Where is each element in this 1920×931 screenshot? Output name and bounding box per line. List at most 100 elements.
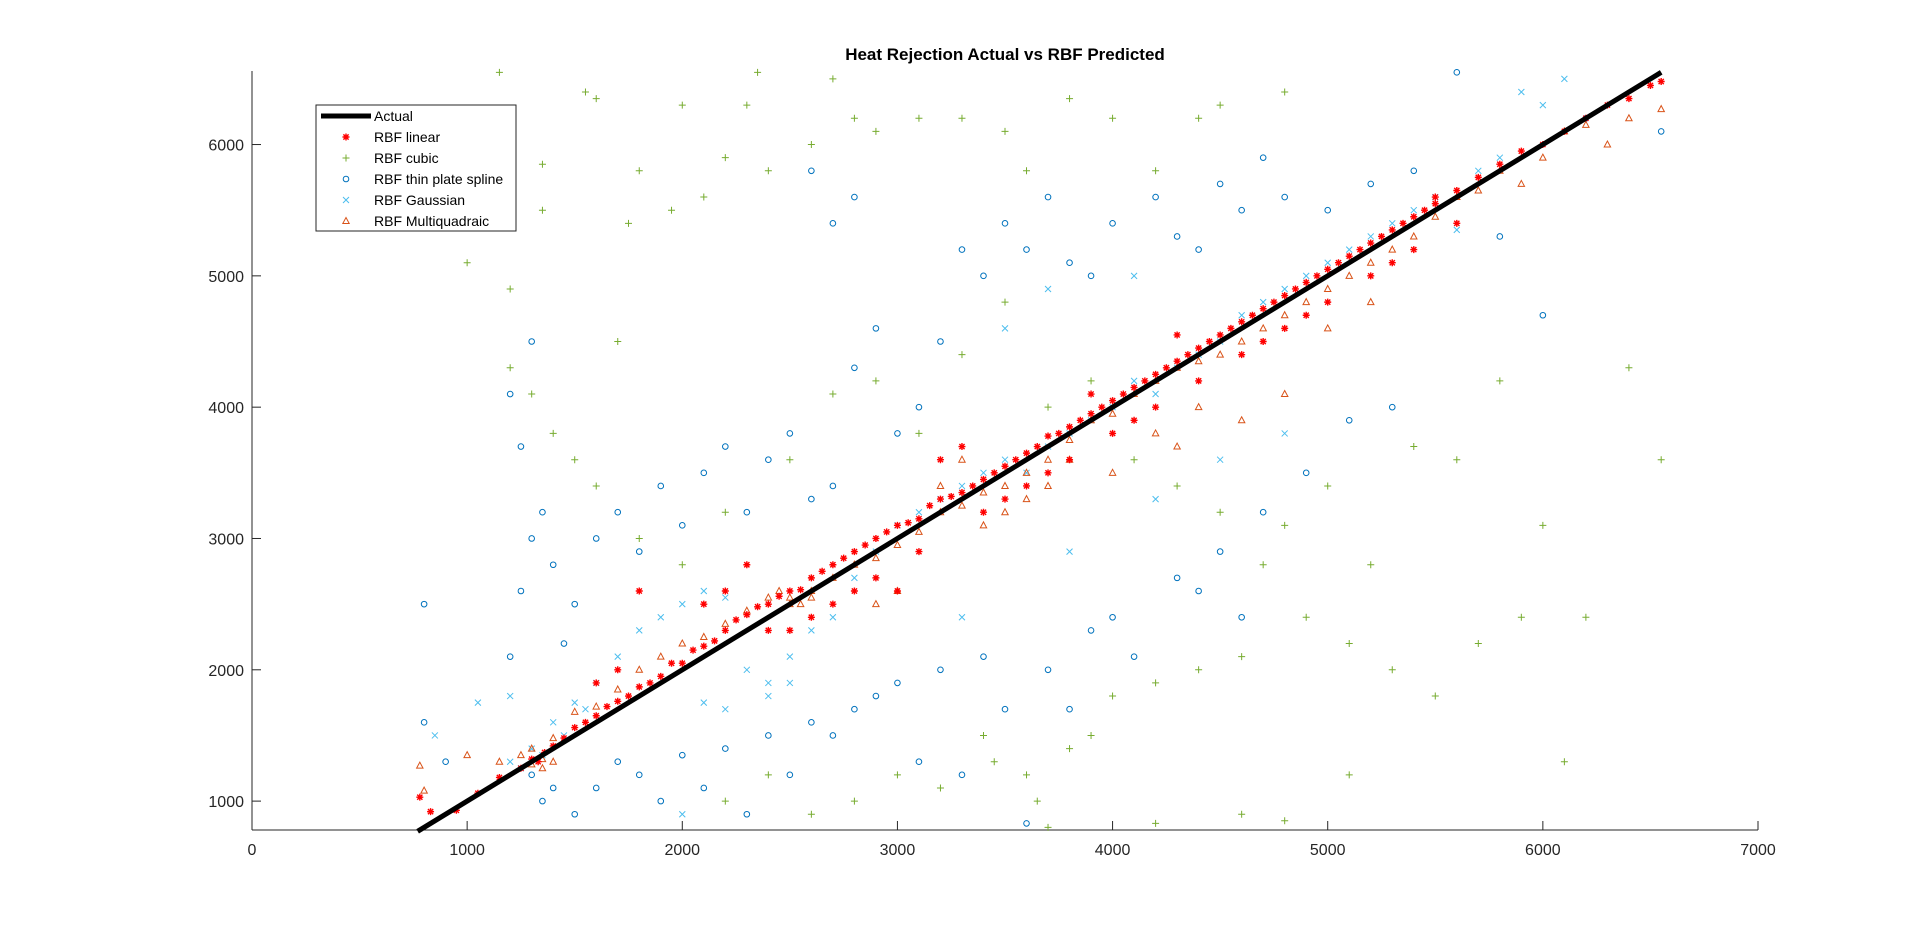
marker-shape: [1560, 758, 1568, 766]
legend-label: RBF cubic: [374, 150, 439, 166]
point-rbf-linear: [1625, 95, 1633, 103]
point-rbf-cubic: [506, 364, 514, 372]
point-rbf-linear: [1302, 311, 1310, 319]
marker-shape: [1238, 351, 1246, 359]
point-rbf-thin-plate-spline: [872, 692, 880, 700]
point-rbf-multiquadraic: [1409, 231, 1418, 240]
point-rbf-cubic: [1238, 810, 1246, 818]
point-rbf-gaussian: [700, 699, 708, 706]
marker-shape: [528, 390, 536, 398]
marker-shape: [743, 561, 751, 569]
point-rbf-cubic: [1130, 456, 1138, 464]
marker-shape: [1098, 403, 1106, 411]
point-rbf-thin-plate-spline: [915, 403, 923, 411]
point-rbf-multiquadraic: [516, 750, 525, 759]
marker-shape: [764, 679, 772, 687]
marker-shape: [1324, 265, 1332, 273]
point-rbf-multiquadraic: [1323, 323, 1332, 332]
point-rbf-cubic: [1044, 823, 1052, 831]
point-rbf-thin-plate-spline: [1109, 613, 1116, 621]
marker-shape: [1001, 127, 1009, 135]
point-rbf-cubic: [571, 456, 579, 464]
marker-shape: [1000, 481, 1010, 489]
marker-shape: [1378, 232, 1385, 240]
marker-shape: [1043, 455, 1053, 463]
marker-shape: [1184, 351, 1192, 359]
marker-shape: [1108, 468, 1117, 476]
point-rbf-multiquadraic: [1194, 402, 1203, 411]
marker-shape: [936, 456, 944, 464]
point-rbf-cubic: [850, 797, 858, 805]
marker-shape: [700, 193, 708, 201]
marker-shape: [1280, 310, 1289, 319]
point-rbf-thin-plate-spline: [894, 679, 901, 687]
point-rbf-thin-plate-spline: [549, 561, 557, 569]
point-rbf-linear: [1270, 298, 1278, 306]
point-rbf-multiquadraic: [1194, 356, 1203, 365]
marker-shape: [678, 751, 686, 759]
point-rbf-gaussian: [721, 594, 729, 601]
marker-shape: [1022, 468, 1031, 476]
point-rbf-gaussian: [657, 613, 665, 621]
marker-shape: [1238, 311, 1246, 319]
marker-shape: [764, 692, 772, 700]
marker-shape: [915, 429, 923, 437]
point-rbf-cubic: [936, 784, 944, 792]
point-rbf-thin-plate-spline: [1066, 259, 1073, 267]
point-rbf-cubic: [764, 167, 772, 175]
marker-shape: [1216, 180, 1224, 188]
point-rbf-cubic: [872, 127, 880, 135]
point-rbf-multiquadraic: [893, 540, 902, 549]
point-rbf-linear: [1431, 200, 1439, 208]
point-rbf-cubic: [1657, 456, 1665, 464]
point-rbf-multiquadraic: [957, 455, 967, 463]
point-rbf-gaussian: [1302, 272, 1310, 280]
marker-shape: [1152, 495, 1159, 503]
point-rbf-linear: [700, 642, 708, 650]
marker-shape: [937, 666, 944, 674]
point-rbf-linear: [646, 679, 654, 687]
marker-shape: [914, 527, 923, 535]
marker-shape: [1152, 167, 1160, 175]
point-rbf-multiquadraic: [1302, 297, 1311, 306]
marker-shape: [560, 640, 568, 647]
point-rbf-thin-plate-spline: [1302, 469, 1310, 477]
point-rbf-linear: [872, 534, 880, 542]
point-rbf-gaussian: [506, 758, 514, 766]
point-rbf-gaussian: [980, 469, 987, 477]
marker-shape: [764, 626, 772, 634]
marker-shape: [786, 771, 794, 779]
marker-shape: [743, 666, 751, 674]
data-marks: [415, 68, 1666, 834]
point-rbf-cubic: [1367, 561, 1375, 569]
point-rbf-linear: [786, 587, 794, 595]
marker-shape: [678, 522, 686, 529]
point-rbf-linear: [883, 528, 891, 536]
marker-shape: [560, 734, 568, 742]
marker-shape: [1474, 167, 1482, 175]
point-rbf-multiquadraic: [1022, 468, 1031, 476]
point-rbf-thin-plate-spline: [1388, 403, 1396, 411]
series-rbf-cubic: [463, 68, 1665, 831]
marker-shape: [1033, 443, 1041, 451]
point-rbf-linear: [1044, 469, 1052, 477]
point-rbf-cubic: [958, 114, 966, 122]
marker-shape: [1066, 259, 1073, 267]
point-rbf-thin-plate-spline: [808, 495, 815, 503]
marker-shape: [1410, 213, 1418, 221]
marker-shape: [1162, 364, 1170, 372]
marker-shape: [657, 482, 665, 490]
marker-shape: [1152, 403, 1160, 411]
y-tick-label: 4000: [208, 400, 244, 417]
point-rbf-linear: [947, 492, 955, 500]
point-rbf-cubic: [700, 193, 708, 201]
marker-shape: [721, 626, 729, 634]
marker-shape: [1388, 666, 1396, 674]
marker-shape: [1001, 220, 1009, 227]
marker-shape: [915, 508, 923, 516]
marker-shape: [1152, 819, 1160, 827]
point-rbf-linear: [840, 554, 848, 562]
marker-shape: [1044, 403, 1052, 411]
point-rbf-multiquadraic: [1259, 323, 1268, 332]
